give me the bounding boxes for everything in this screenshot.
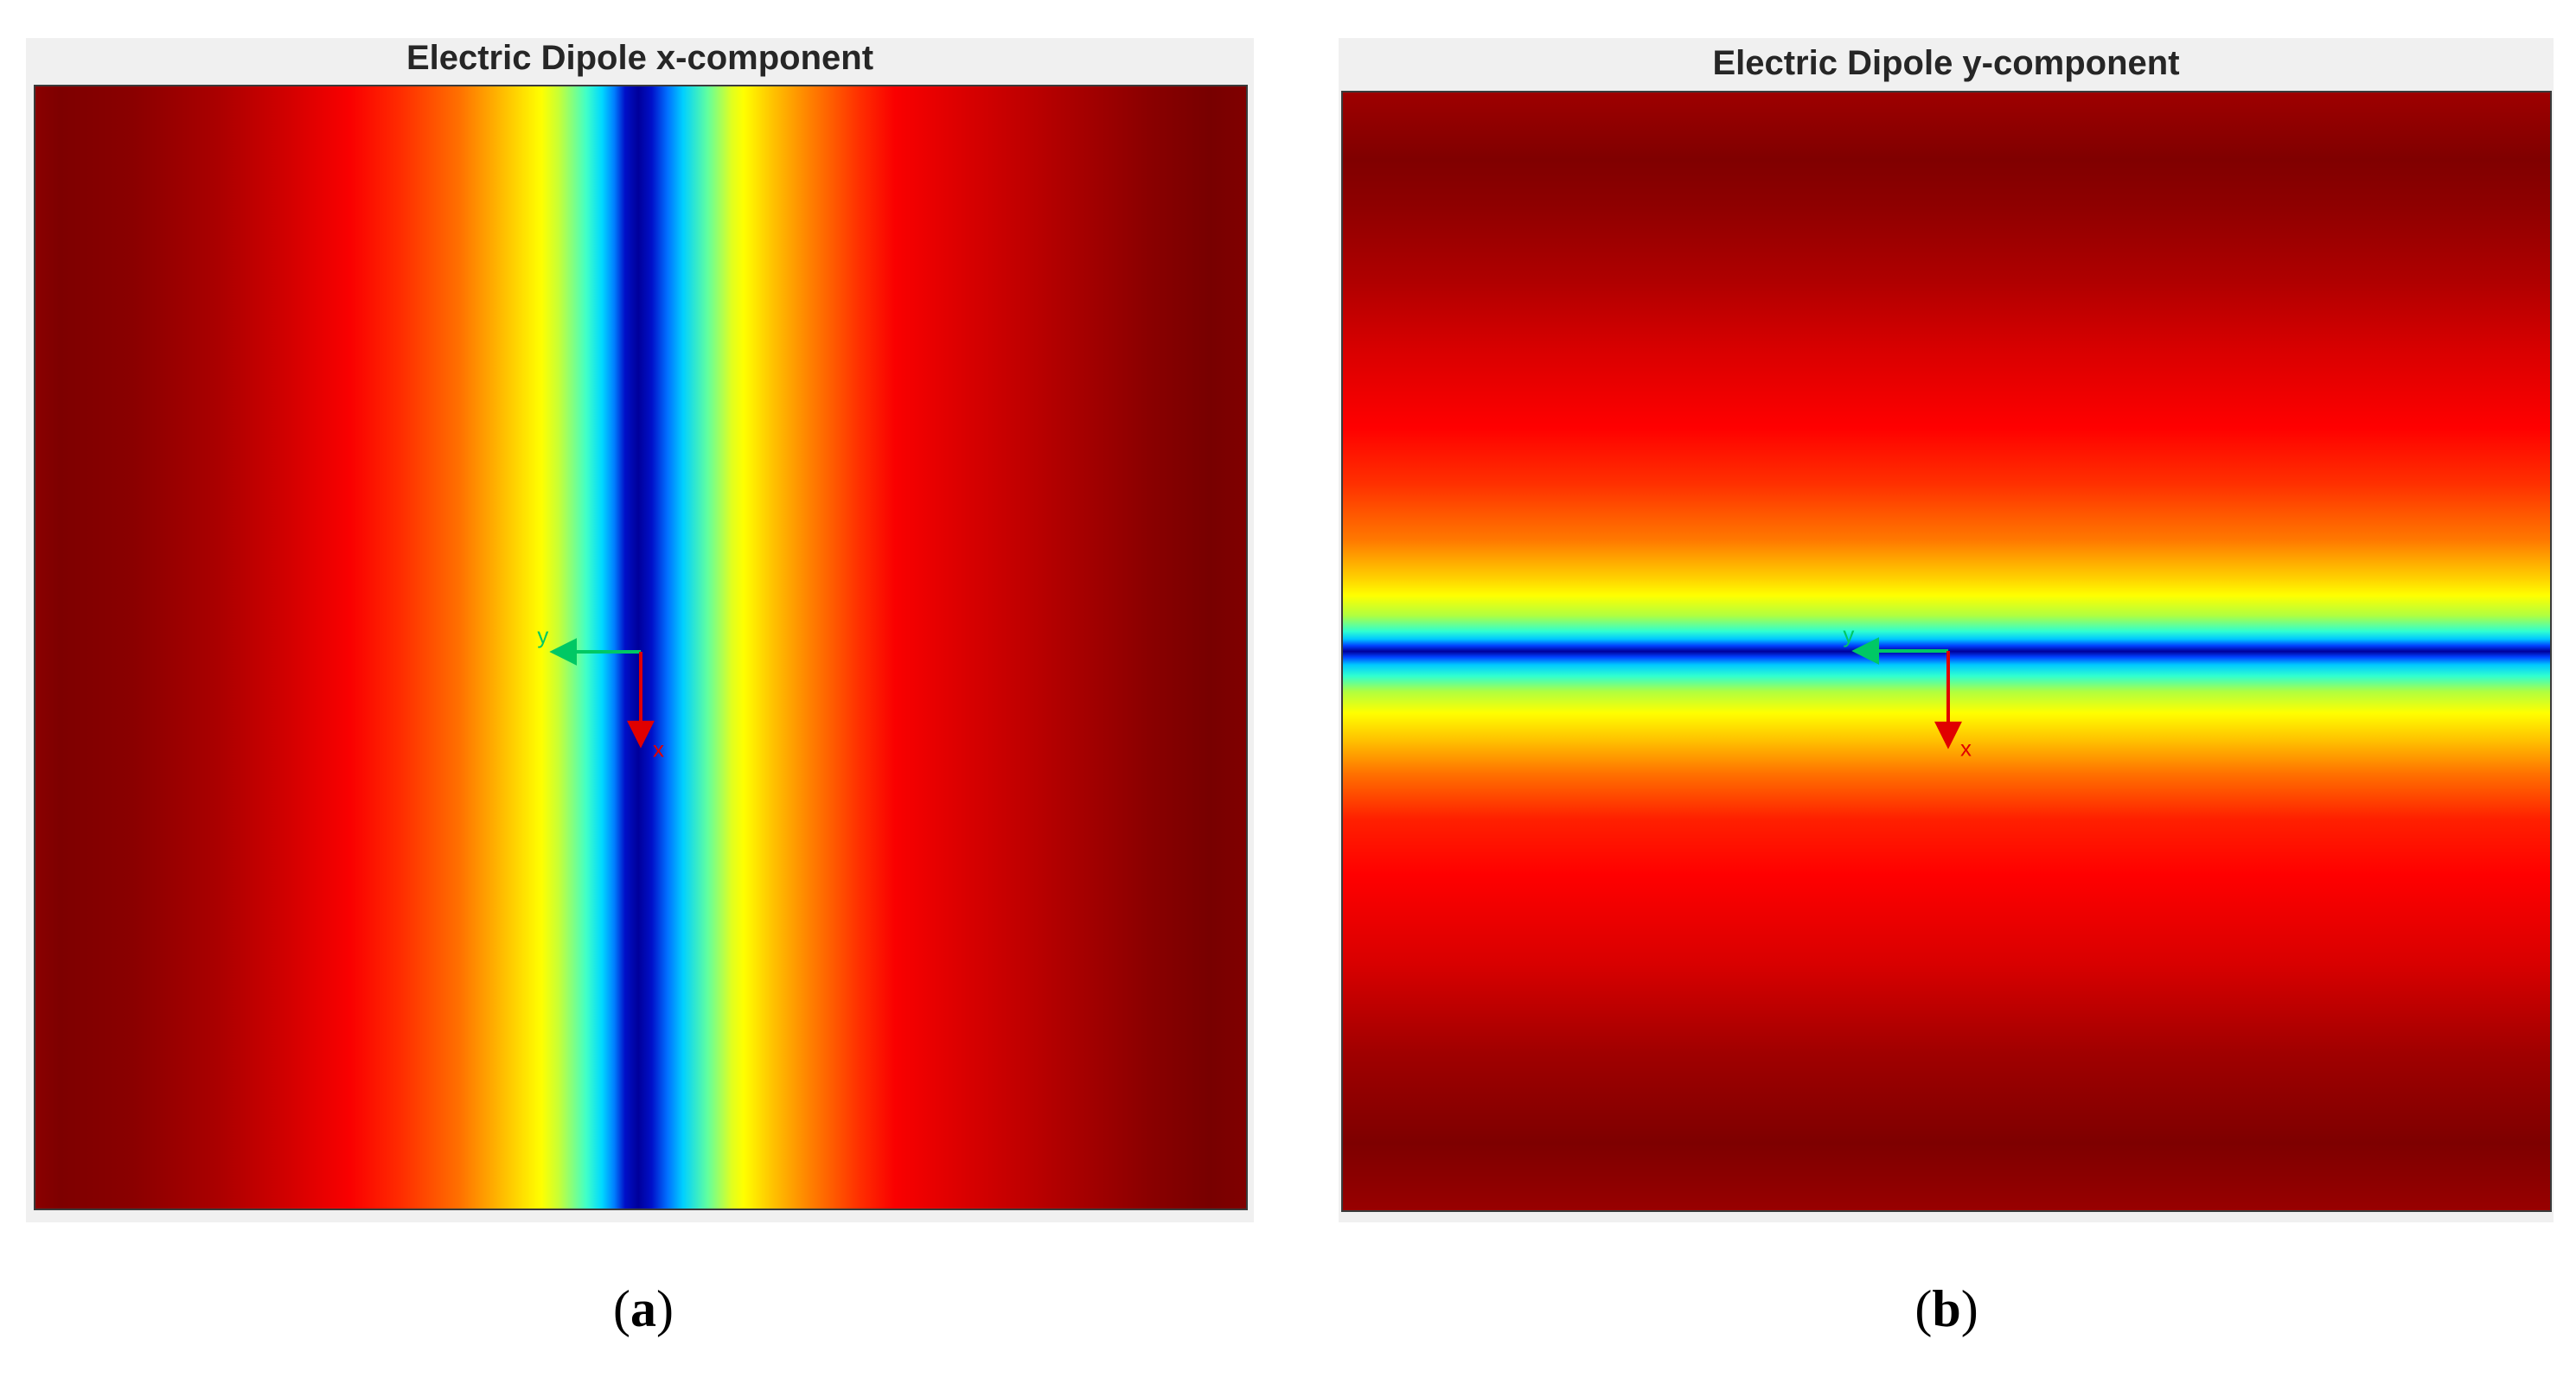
panel-a-axes-triad: y x (537, 624, 664, 762)
panel-a-field-plot: y x (34, 85, 1248, 1210)
panel-a-caption: (a) (613, 1280, 674, 1337)
panel-b-frame: Electric Dipole y-component y x (1339, 38, 2554, 1222)
panel-a-title: Electric Dipole x-component (406, 39, 874, 77)
panel-b-y-axis-label: y (1843, 623, 1854, 647)
panel-a-y-axis-label: y (537, 624, 548, 648)
panel-b-axes-triad: y x (1843, 623, 1972, 762)
panel-a-x-axis-label: x (653, 738, 664, 762)
panel-b-field-plot: y x (1341, 91, 2552, 1212)
panel-a-frame: Electric Dipole x-component y x (26, 38, 1254, 1222)
panel-b-caption-letter: b (1932, 1280, 1961, 1337)
panel-b-title: Electric Dipole y-component (1712, 44, 2180, 82)
panel-b-caption: (b) (1914, 1280, 1978, 1337)
panel-b-x-axis-label: x (1960, 737, 1972, 762)
panel-a-caption-letter: a (630, 1280, 656, 1337)
